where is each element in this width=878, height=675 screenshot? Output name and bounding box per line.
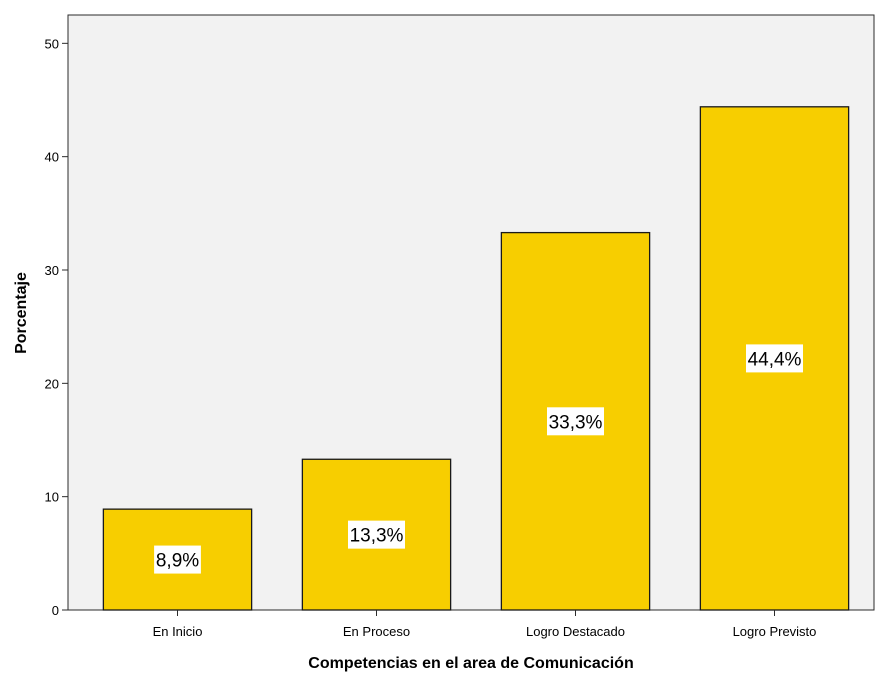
x-axis-title: Competencias en el area de Comunicación bbox=[308, 655, 633, 672]
data-label: 33,3% bbox=[547, 407, 604, 436]
x-tick-label: En Inicio bbox=[153, 624, 203, 639]
data-label-text: 33,3% bbox=[549, 412, 603, 433]
y-tick-label: 40 bbox=[45, 150, 59, 165]
data-label-box bbox=[348, 520, 405, 549]
y-tick-label: 10 bbox=[45, 490, 59, 505]
y-tick-label: 30 bbox=[45, 263, 59, 278]
data-label: 8,9% bbox=[154, 545, 201, 574]
y-axis: 0 10 20 30 40 50 bbox=[45, 36, 68, 618]
y-axis-title: Porcentaje bbox=[13, 272, 30, 354]
data-label: 44,4% bbox=[746, 344, 803, 373]
y-tick-label: 0 bbox=[52, 603, 59, 618]
data-label-text: 13,3% bbox=[350, 526, 404, 547]
x-axis: En Inicio En Proceso Logro Destacado Logro … bbox=[153, 610, 817, 639]
x-tick-label: Logro Destacado bbox=[526, 624, 625, 639]
data-label-box bbox=[547, 407, 604, 436]
data-label-text: 8,9% bbox=[156, 551, 199, 572]
data-label-text: 44,4% bbox=[748, 349, 802, 370]
data-label-box bbox=[746, 344, 803, 373]
x-tick-label: En Proceso bbox=[343, 624, 410, 639]
data-label: 13,3% bbox=[348, 520, 405, 549]
y-tick-label: 50 bbox=[45, 36, 59, 51]
x-tick-label: Logro Previsto bbox=[733, 624, 817, 639]
data-label-box bbox=[154, 545, 201, 574]
y-tick-label: 20 bbox=[45, 376, 59, 391]
bars: 8,9% 13,3% 33,3% 44,4% bbox=[102, 106, 850, 611]
